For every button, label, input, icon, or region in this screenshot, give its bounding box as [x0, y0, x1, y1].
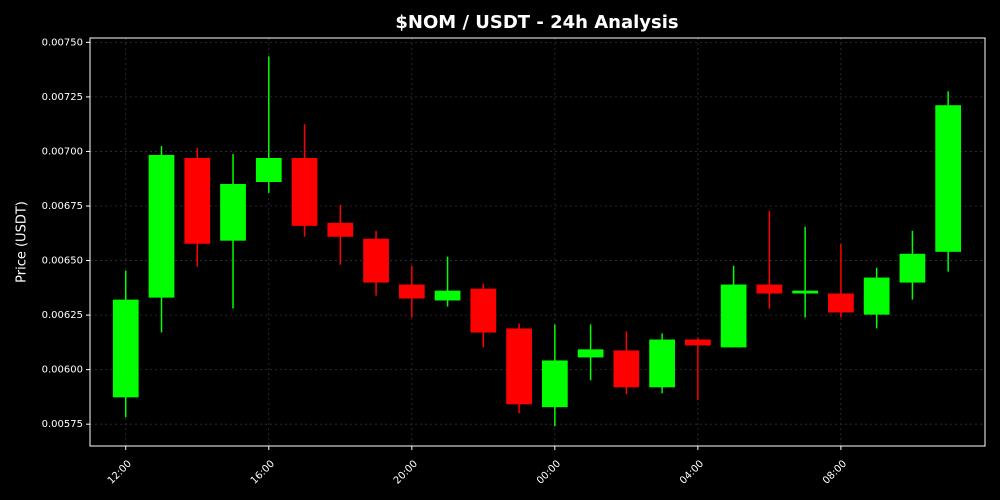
candle-body [184, 158, 211, 244]
candle-body [756, 284, 783, 294]
y-axis-label: Price (USDT) [15, 201, 30, 283]
candle-body [363, 238, 389, 283]
chart-title: $NOM / USDT - 24h Analysis [395, 12, 678, 33]
plot-frame [89, 37, 986, 447]
candle-body [112, 299, 139, 398]
y-tick-label: 0.00600 [42, 365, 83, 376]
candle-body [720, 284, 747, 348]
y-tick-label: 0.00675 [42, 201, 83, 212]
y-tick-label: 0.00650 [42, 256, 83, 267]
candle-body [220, 183, 246, 241]
candle-body [434, 290, 461, 301]
y-tick-label: 0.00625 [42, 310, 83, 321]
candle-body [935, 105, 962, 252]
candle-body [684, 339, 711, 346]
candle-body [255, 158, 282, 182]
y-tick-label: 0.00700 [42, 146, 83, 157]
y-tick-label: 0.00725 [42, 92, 83, 103]
candle-body [541, 360, 568, 408]
candle-body [613, 350, 640, 388]
candle-body [649, 339, 675, 388]
y-tick-label: 0.00750 [42, 37, 83, 48]
candle-body [577, 349, 604, 358]
candle-body [148, 154, 175, 298]
candle-body [899, 253, 926, 283]
candle-body [863, 277, 890, 315]
candle-body [398, 284, 425, 299]
candle-body [327, 222, 354, 237]
candle-body [506, 328, 532, 405]
candle-body [291, 158, 318, 226]
y-tick-label: 0.00575 [42, 419, 83, 430]
candle-body [792, 290, 819, 294]
candle-body [828, 293, 854, 313]
candle-body [470, 288, 497, 333]
